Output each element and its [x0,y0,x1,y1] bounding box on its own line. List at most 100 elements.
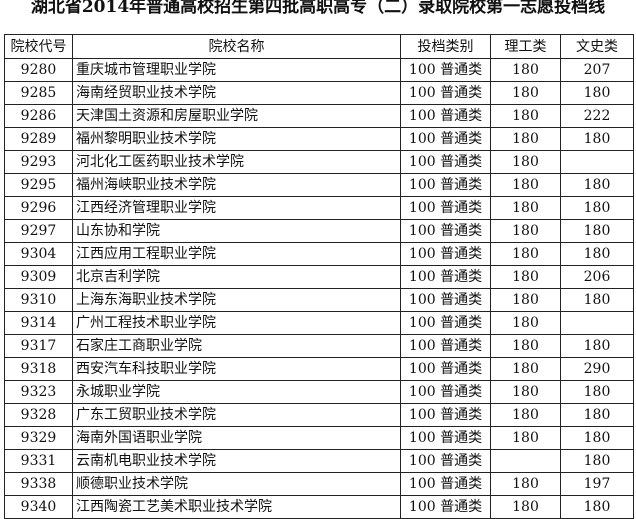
school-name: 西安汽车科技职业学院 [72,357,401,381]
arts-score: 180 [560,196,634,220]
table-row: 9310 上海东海职业技术学院 100 普通类 180 180 [4,288,634,312]
science-score: 180 [490,127,561,151]
science-score: 180 [490,311,561,335]
arts-score: 180 [560,334,634,358]
arts-score: 180 [560,403,634,427]
table-row: 9317 石家庄工商职业学院 100 普通类 180 180 [4,334,634,358]
science-score: 180 [490,81,561,105]
category: 100 普通类 [400,311,491,335]
arts-score: 180 [560,380,634,404]
arts-score: 197 [560,472,634,496]
arts-score: 207 [560,58,634,82]
arts-score: 180 [560,81,634,105]
school-name: 海南外国语职业学院 [72,426,401,450]
science-score: 180 [490,58,561,82]
school-name: 北京吉利学院 [72,265,401,289]
school-name: 江西经济管理职业学院 [72,196,401,220]
school-code: 9285 [4,81,73,105]
science-score: 180 [490,495,561,519]
table-header-row: 院校代号 院校名称 投档类别 理工类 文史类 [4,34,634,59]
category: 100 普通类 [400,127,491,151]
school-code: 9296 [4,196,73,220]
science-score: 180 [490,219,561,243]
table-row: 9331 云南机电职业技术学院 100 普通类 180 [4,449,634,473]
science-score: 180 [490,288,561,312]
school-name: 天津国土资源和房屋职业学院 [72,104,401,128]
school-code: 9280 [4,58,73,82]
table-row: 9314 广州工程技术职业学院 100 普通类 180 [4,311,634,335]
page-title: 湖北省2014年普通高校招生第四批高职高专（二）录取院校第一志愿投档线 [30,0,606,17]
school-code: 9297 [4,219,73,243]
category: 100 普通类 [400,380,491,404]
school-name: 福州海峡职业技术学院 [72,173,401,197]
school-name: 海南经贸职业技术学院 [72,81,401,105]
school-name: 山东协和学院 [72,219,401,243]
school-name: 石家庄工商职业学院 [72,334,401,358]
science-score: 180 [490,196,561,220]
science-score: 180 [490,403,561,427]
school-code: 9310 [4,288,73,312]
table-row: 9329 海南外国语职业学院 100 普通类 180 180 [4,426,634,450]
school-name: 江西陶瓷工艺美术职业技术学院 [72,495,401,519]
table-row: 9323 永城职业学院 100 普通类 180 180 [4,380,634,404]
science-score: 180 [490,242,561,266]
table-row: 9286 天津国土资源和房屋职业学院 100 普通类 180 222 [4,104,634,128]
arts-score [560,150,634,174]
arts-score: 180 [560,426,634,450]
category: 100 普通类 [400,265,491,289]
category: 100 普通类 [400,357,491,381]
school-code: 9323 [4,380,73,404]
table-row: 9293 河北化工医药职业技术学院 100 普通类 180 [4,150,634,174]
table-row: 9328 广东工贸职业技术学院 100 普通类 180 180 [4,403,634,427]
category: 100 普通类 [400,104,491,128]
table-row: 9285 海南经贸职业技术学院 100 普通类 180 180 [4,81,634,105]
header-arts: 文史类 [560,34,634,59]
school-code: 9340 [4,495,73,519]
school-code: 9329 [4,426,73,450]
school-name: 顺德职业技术学院 [72,472,401,496]
arts-score: 290 [560,357,634,381]
header-name: 院校名称 [72,34,401,59]
table-row: 9297 山东协和学院 100 普通类 180 180 [4,219,634,243]
science-score: 180 [490,265,561,289]
category: 100 普通类 [400,58,491,82]
science-score: 180 [490,380,561,404]
category: 100 普通类 [400,173,491,197]
category: 100 普通类 [400,242,491,266]
table-row: 9289 福州黎明职业技术学院 100 普通类 180 180 [4,127,634,151]
school-code: 9331 [4,449,73,473]
school-name: 江西应用工程职业学院 [72,242,401,266]
category: 100 普通类 [400,81,491,105]
category: 100 普通类 [400,334,491,358]
arts-score: 180 [560,495,634,519]
table-row: 9338 顺德职业技术学院 100 普通类 180 197 [4,472,634,496]
arts-score: 206 [560,265,634,289]
science-score: 180 [490,104,561,128]
science-score: 180 [490,150,561,174]
table-row: 9296 江西经济管理职业学院 100 普通类 180 180 [4,196,634,220]
header-category: 投档类别 [400,34,491,59]
arts-score: 180 [560,288,634,312]
arts-score: 180 [560,449,634,473]
arts-score: 180 [560,242,634,266]
science-score: 180 [490,426,561,450]
school-code: 9314 [4,311,73,335]
school-name: 重庆城市管理职业学院 [72,58,401,82]
school-code: 9295 [4,173,73,197]
category: 100 普通类 [400,495,491,519]
school-code: 9304 [4,242,73,266]
arts-score: 180 [560,173,634,197]
header-code: 院校代号 [4,34,73,59]
science-score: 180 [490,357,561,381]
table-row: 9280 重庆城市管理职业学院 100 普通类 180 207 [4,58,634,82]
school-name: 上海东海职业技术学院 [72,288,401,312]
category: 100 普通类 [400,449,491,473]
science-score: 180 [490,472,561,496]
school-code: 9338 [4,472,73,496]
category: 100 普通类 [400,426,491,450]
science-score: 180 [490,173,561,197]
arts-score [560,311,634,335]
category: 100 普通类 [400,288,491,312]
school-code: 9286 [4,104,73,128]
table-row: 9295 福州海峡职业技术学院 100 普通类 180 180 [4,173,634,197]
